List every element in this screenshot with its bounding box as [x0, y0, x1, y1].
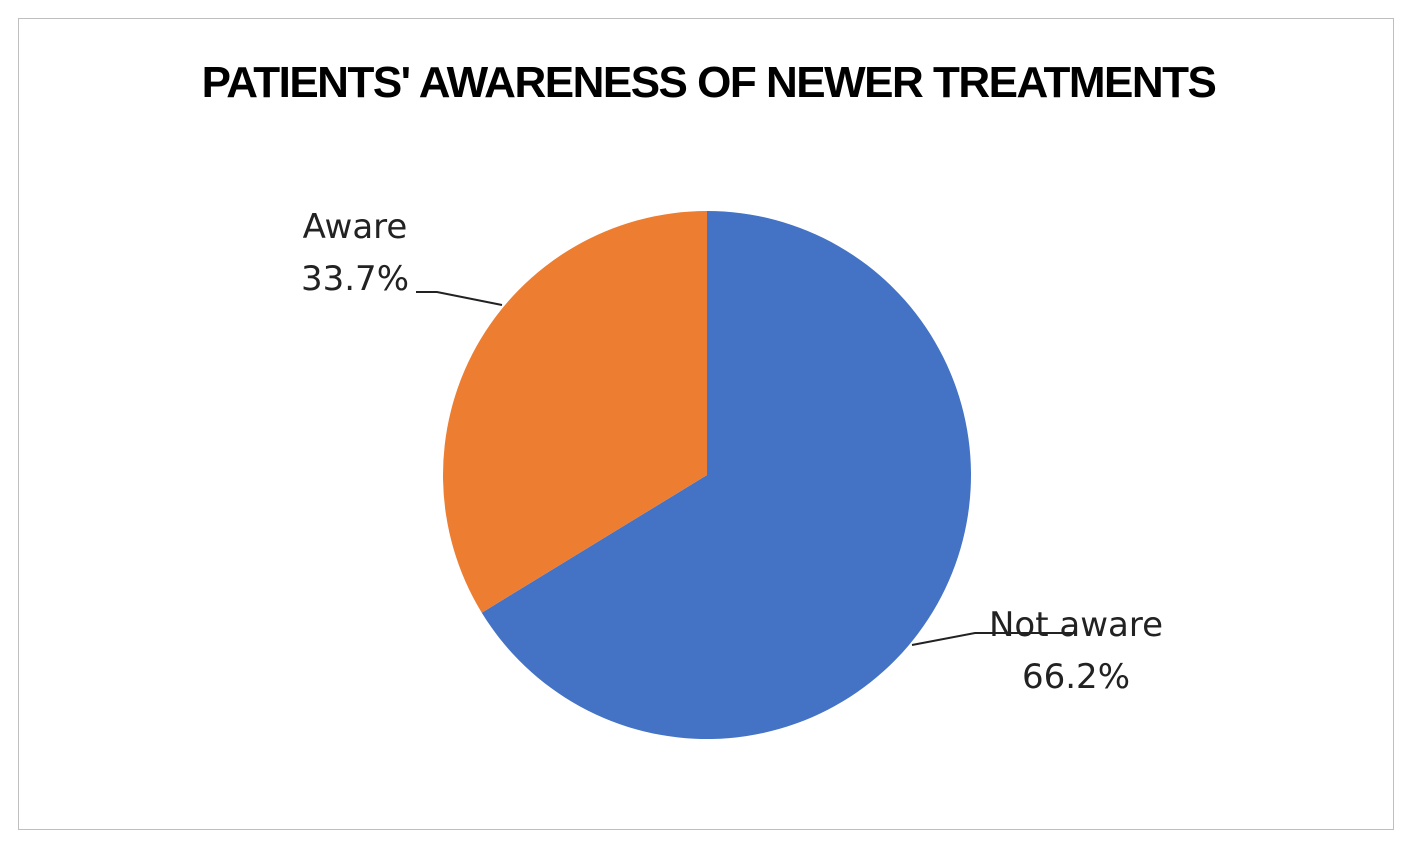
slice-category-label: Not aware — [989, 605, 1163, 645]
chart-title: PATIENTS' AWARENESS OF NEWER TREATMENTS — [201, 58, 1217, 107]
pie-slice-not-aware — [481, 211, 971, 739]
pie-labels: Not aware 66.2% Aware 33.7% — [301, 207, 1163, 697]
slice-value-label: 33.7% — [301, 259, 409, 299]
leader-line-aware — [416, 291, 503, 306]
slice-category-label: Aware — [303, 207, 408, 247]
pie-slice-aware — [442, 211, 707, 613]
pie-slices — [442, 211, 971, 739]
slice-value-label: 66.2% — [1022, 657, 1130, 697]
leader-line-not-aware — [911, 632, 1076, 646]
